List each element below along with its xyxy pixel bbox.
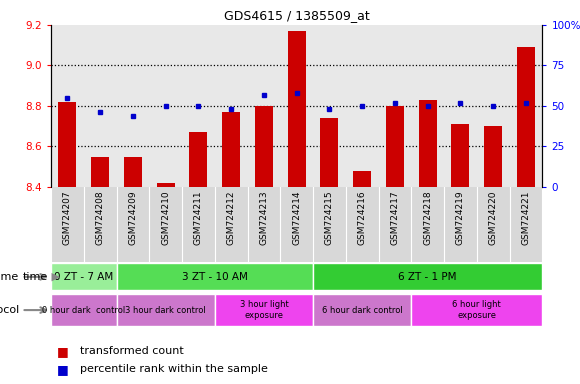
- Text: ■: ■: [57, 363, 68, 376]
- Bar: [313, 263, 542, 290]
- Bar: [51, 263, 117, 290]
- Text: GSM724217: GSM724217: [390, 191, 400, 245]
- Bar: [419, 100, 437, 187]
- Text: GSM724215: GSM724215: [325, 191, 334, 245]
- Bar: [517, 47, 535, 187]
- Text: 3 ZT - 10 AM: 3 ZT - 10 AM: [182, 272, 248, 282]
- Text: ▶: ▶: [48, 272, 60, 282]
- Bar: [157, 183, 175, 187]
- Text: GSM724218: GSM724218: [423, 191, 432, 245]
- Text: 6 ZT - 1 PM: 6 ZT - 1 PM: [398, 272, 457, 282]
- Bar: [222, 112, 240, 187]
- Text: GSM724216: GSM724216: [358, 191, 367, 245]
- Text: GSM724213: GSM724213: [259, 191, 269, 245]
- Bar: [190, 132, 208, 187]
- Bar: [386, 106, 404, 187]
- Text: GSM724220: GSM724220: [489, 191, 498, 245]
- Title: GDS4615 / 1385509_at: GDS4615 / 1385509_at: [224, 9, 369, 22]
- Bar: [124, 157, 142, 187]
- Text: percentile rank within the sample: percentile rank within the sample: [80, 364, 268, 374]
- Bar: [353, 171, 371, 187]
- Text: ■: ■: [57, 345, 68, 358]
- Text: GSM724214: GSM724214: [292, 191, 301, 245]
- Bar: [215, 294, 313, 326]
- Text: time: time: [0, 272, 19, 282]
- Bar: [117, 294, 215, 326]
- Text: GSM724209: GSM724209: [128, 191, 137, 245]
- Text: GSM724211: GSM724211: [194, 191, 203, 245]
- Text: 0 hour dark  control: 0 hour dark control: [42, 306, 125, 314]
- Text: GSM724212: GSM724212: [227, 191, 235, 245]
- Text: 6 hour dark control: 6 hour dark control: [322, 306, 403, 314]
- Bar: [484, 126, 502, 187]
- Bar: [117, 263, 313, 290]
- Text: 3 hour light
exposure: 3 hour light exposure: [240, 300, 288, 320]
- Bar: [91, 157, 109, 187]
- Text: 0 ZT - 7 AM: 0 ZT - 7 AM: [54, 272, 114, 282]
- Text: transformed count: transformed count: [80, 346, 184, 356]
- Bar: [288, 31, 306, 187]
- Bar: [255, 106, 273, 187]
- Bar: [451, 124, 469, 187]
- Text: time: time: [23, 272, 48, 282]
- Text: protocol: protocol: [0, 305, 19, 315]
- Text: GSM724208: GSM724208: [96, 191, 104, 245]
- Text: 6 hour light
exposure: 6 hour light exposure: [452, 300, 501, 320]
- Text: GSM724210: GSM724210: [161, 191, 170, 245]
- Bar: [51, 294, 117, 326]
- Bar: [313, 294, 411, 326]
- Text: GSM724219: GSM724219: [456, 191, 465, 245]
- Bar: [320, 118, 338, 187]
- Text: GSM724221: GSM724221: [521, 191, 531, 245]
- Bar: [59, 102, 77, 187]
- Text: 3 hour dark control: 3 hour dark control: [125, 306, 206, 314]
- Bar: [411, 294, 542, 326]
- Text: GSM724207: GSM724207: [63, 191, 72, 245]
